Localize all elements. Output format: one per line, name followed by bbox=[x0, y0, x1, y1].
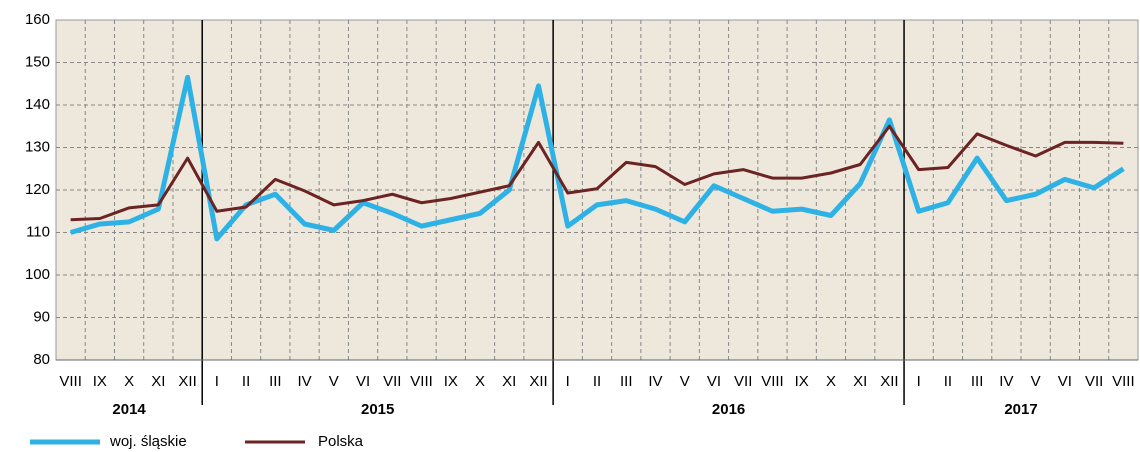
x-tick-label: VI bbox=[356, 373, 370, 390]
y-tick-label: 130 bbox=[25, 138, 50, 155]
x-tick-label: XII bbox=[178, 373, 196, 390]
x-tick-label: VI bbox=[707, 373, 721, 390]
year-label: 2017 bbox=[1004, 401, 1037, 418]
x-tick-label: VI bbox=[1058, 373, 1072, 390]
x-tick-label: IV bbox=[297, 373, 311, 390]
legend-label: woj. śląskie bbox=[109, 433, 187, 450]
y-tick-label: 160 bbox=[25, 11, 50, 28]
x-tick-label: II bbox=[242, 373, 250, 390]
x-tick-label: XI bbox=[853, 373, 867, 390]
x-tick-label: III bbox=[971, 373, 984, 390]
x-tick-label: VIII bbox=[59, 373, 82, 390]
x-tick-label: X bbox=[826, 373, 836, 390]
x-tick-label: VIII bbox=[410, 373, 433, 390]
y-tick-label: 90 bbox=[33, 308, 50, 325]
series-line bbox=[69, 74, 1125, 242]
x-tick-label: XII bbox=[880, 373, 898, 390]
x-tick-label: I bbox=[215, 373, 219, 390]
x-tick-label: III bbox=[620, 373, 633, 390]
x-tick-label: IX bbox=[795, 373, 809, 390]
y-tick-label: 140 bbox=[25, 96, 50, 113]
x-tick-label: VII bbox=[734, 373, 752, 390]
x-tick-label: VII bbox=[1085, 373, 1103, 390]
y-tick-label: 80 bbox=[33, 351, 50, 368]
year-label: 2015 bbox=[361, 401, 394, 418]
x-tick-label: I bbox=[917, 373, 921, 390]
x-tick-label: II bbox=[593, 373, 601, 390]
x-tick-label: XI bbox=[151, 373, 165, 390]
legend-label: Polska bbox=[318, 433, 364, 450]
x-tick-label: IX bbox=[93, 373, 107, 390]
year-label: 2016 bbox=[712, 401, 745, 418]
x-tick-label: IV bbox=[999, 373, 1013, 390]
x-tick-label: III bbox=[269, 373, 282, 390]
x-tick-label: VII bbox=[383, 373, 401, 390]
x-tick-label: X bbox=[475, 373, 485, 390]
series-line bbox=[70, 124, 1124, 222]
x-tick-label: V bbox=[329, 373, 339, 390]
y-tick-label: 100 bbox=[25, 266, 50, 283]
y-tick-label: 120 bbox=[25, 181, 50, 198]
x-tick-label: X bbox=[124, 373, 134, 390]
year-label: 2014 bbox=[112, 401, 146, 418]
x-tick-label: XI bbox=[502, 373, 516, 390]
y-tick-label: 150 bbox=[25, 53, 50, 70]
x-tick-label: II bbox=[944, 373, 952, 390]
x-tick-label: VIII bbox=[1112, 373, 1135, 390]
x-tick-label: XII bbox=[529, 373, 547, 390]
x-tick-label: I bbox=[566, 373, 570, 390]
x-tick-label: VIII bbox=[761, 373, 784, 390]
x-tick-label: IX bbox=[444, 373, 458, 390]
y-tick-label: 110 bbox=[26, 223, 50, 240]
x-tick-label: V bbox=[1031, 373, 1041, 390]
x-tick-label: V bbox=[680, 373, 690, 390]
x-tick-label: IV bbox=[648, 373, 662, 390]
